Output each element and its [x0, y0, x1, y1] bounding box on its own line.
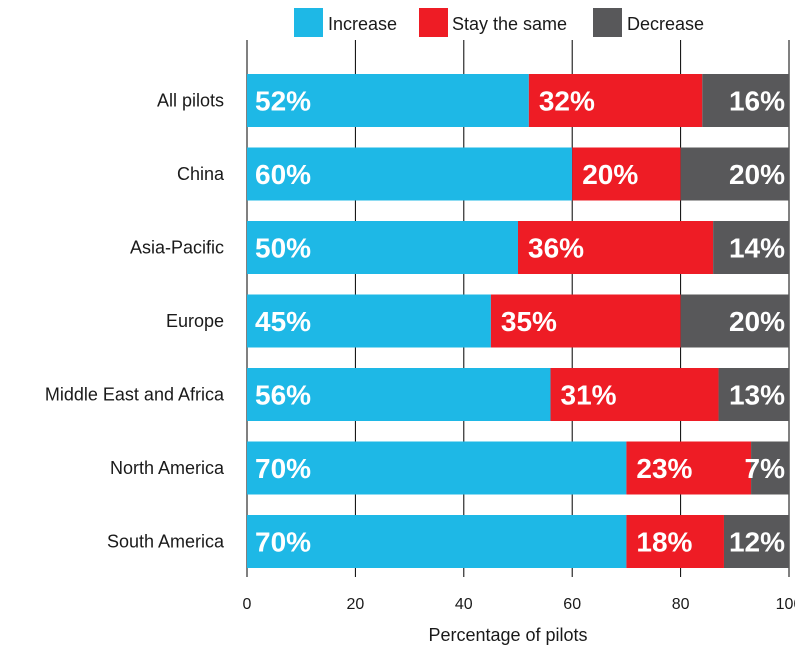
data-label: 12%	[729, 527, 785, 558]
data-label: 52%	[255, 86, 311, 117]
bar-segment	[713, 221, 789, 274]
bar-segment	[247, 147, 573, 201]
bar-segment	[247, 515, 627, 568]
bar-segment	[247, 368, 551, 421]
category-label: Asia-Pacific	[130, 238, 224, 258]
legend-swatch	[593, 8, 622, 37]
legend-swatch	[294, 8, 323, 37]
bar-segment	[723, 515, 789, 568]
bar-segment	[247, 221, 518, 274]
x-tick-label: 100	[776, 596, 795, 613]
legend-swatch	[419, 8, 448, 37]
bar-segment	[626, 515, 724, 568]
x-tick-label: 60	[563, 596, 581, 613]
x-tick-label: 20	[347, 596, 365, 613]
data-label: 70%	[255, 527, 311, 558]
x-tick-label: 80	[672, 596, 690, 613]
legend-label: Decrease	[627, 14, 704, 34]
data-label: 20%	[729, 306, 785, 337]
legend-label: Increase	[328, 14, 397, 34]
data-label: 32%	[539, 86, 595, 117]
bar-segment	[247, 294, 491, 348]
category-labels: All pilots China Asia-Pacific Europe Middle …	[45, 91, 225, 552]
category-label: Europe	[166, 311, 224, 331]
legend-label: Stay the same	[452, 14, 567, 34]
category-label: China	[177, 164, 225, 184]
bars: 52% 32% 16% 60% 20% 20% 50% 36% 14% 45% 35% 20% 56% 3…	[247, 74, 789, 568]
data-label: 31%	[561, 380, 617, 411]
data-label: 60%	[255, 159, 311, 190]
bar-segment	[680, 294, 789, 348]
bar-segment	[247, 441, 627, 495]
data-label: 56%	[255, 380, 311, 411]
data-label: 20%	[582, 159, 638, 190]
bar-segment	[550, 368, 719, 421]
legend: Increase Stay the same Decrease	[294, 8, 704, 37]
data-label: 23%	[636, 453, 692, 484]
data-label: 45%	[255, 306, 311, 337]
x-axis-title: Percentage of pilots	[428, 625, 587, 645]
category-label: All pilots	[157, 91, 224, 111]
x-tick-label: 0	[243, 596, 252, 613]
category-label: North America	[110, 458, 225, 478]
bar-segment	[718, 368, 789, 421]
data-label: 50%	[255, 233, 311, 264]
x-axis-ticks: 0 20 40 60 80 100	[243, 596, 795, 613]
data-label: 18%	[636, 527, 692, 558]
bar-segment	[490, 294, 681, 348]
data-label: 70%	[255, 453, 311, 484]
data-label: 14%	[729, 233, 785, 264]
data-label: 7%	[745, 453, 786, 484]
bar-segment	[680, 147, 789, 201]
category-label: South America	[107, 532, 225, 552]
x-tick-label: 40	[455, 596, 473, 613]
data-label: 36%	[528, 233, 584, 264]
data-label: 35%	[501, 306, 557, 337]
category-label: Middle East and Africa	[45, 385, 225, 405]
bar-segment	[518, 221, 714, 274]
data-label: 20%	[729, 159, 785, 190]
data-label: 13%	[729, 380, 785, 411]
bar-segment	[751, 441, 789, 495]
bar-segment	[702, 74, 789, 127]
bar-segment	[626, 441, 752, 495]
bar-segment	[528, 74, 703, 127]
bar-segment	[572, 147, 681, 201]
data-label: 16%	[729, 86, 785, 117]
bar-segment	[247, 74, 529, 127]
